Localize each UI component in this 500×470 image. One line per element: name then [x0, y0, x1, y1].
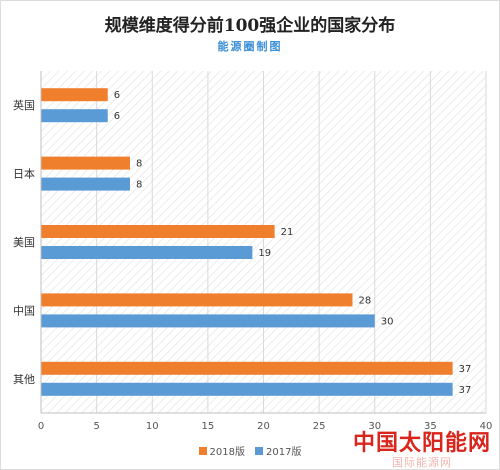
legend-swatch-2018	[198, 446, 207, 455]
data-label-2018版-中国: 28	[359, 295, 372, 306]
y-tick-label-1: 日本	[13, 167, 35, 181]
watermark-sub: 国际能源网	[391, 456, 452, 469]
labels-group: 6 6 8 8 21 19 28 30 37 37	[114, 90, 472, 396]
chart-subtitle: 能源圈制图	[217, 40, 283, 53]
bars-group	[41, 88, 453, 396]
bar-2017版-其他	[41, 382, 453, 396]
legend-item-2018: 2018版	[198, 443, 245, 458]
x-tick-label-10: 10	[146, 421, 159, 432]
bar-2018版-英国	[41, 88, 108, 102]
x-tick-label-5: 5	[93, 421, 99, 432]
data-label-2018版-其他: 37	[459, 364, 472, 375]
data-label-2017版-中国: 30	[381, 316, 394, 327]
data-label-2017版-美国: 19	[258, 248, 271, 259]
watermark-main: 中国太阳能网	[352, 431, 491, 456]
data-label-2018版-美国: 21	[281, 227, 294, 238]
legend-label-2018: 2018版	[209, 447, 245, 458]
x-tick-label-40: 40	[480, 421, 493, 432]
bar-2018版-美国	[41, 225, 275, 238]
data-label-2017版-日本: 8	[136, 180, 142, 191]
y-tick-label-4: 其他	[13, 373, 35, 386]
legend-item-2017: 2017版	[255, 443, 301, 458]
watermark: 中国太阳能网 国际能源网	[352, 425, 491, 469]
legend-label-2017: 2017版	[266, 447, 302, 458]
gridlines	[40, 71, 487, 413]
y-tick-label-0: 英国	[13, 98, 35, 112]
bar-2018版-日本	[41, 156, 130, 170]
x-tick-label-35: 35	[424, 421, 437, 432]
data-label-2018版-日本: 8	[136, 159, 142, 170]
x-tick-label-25: 25	[313, 421, 326, 432]
bar-2018版-其他	[41, 361, 453, 375]
y-tick-label-3: 中国	[13, 304, 35, 317]
data-label-2018版-英国: 6	[114, 90, 120, 101]
y-tick-label-2: 美国	[13, 236, 35, 249]
legend-swatch-2017	[255, 446, 263, 455]
x-tick-label-20: 20	[257, 421, 270, 432]
chart-title: 规模维度得分前100强企业的国家分布	[104, 16, 396, 36]
bar-2018版-中国	[41, 293, 353, 307]
x-tick-label-15: 15	[202, 421, 215, 432]
x-tick-label-30: 30	[368, 421, 381, 432]
bar-2017版-日本	[41, 177, 130, 191]
bar-2017版-美国	[41, 246, 253, 259]
bar-2017版-中国	[41, 314, 375, 328]
bar-2017版-英国	[41, 109, 108, 123]
data-label-2017版-其他: 37	[459, 385, 472, 396]
legend: 2018版 2017版	[1, 443, 499, 458]
data-label-2017版-英国: 6	[114, 111, 120, 122]
x-tick-label-0: 0	[38, 421, 44, 432]
